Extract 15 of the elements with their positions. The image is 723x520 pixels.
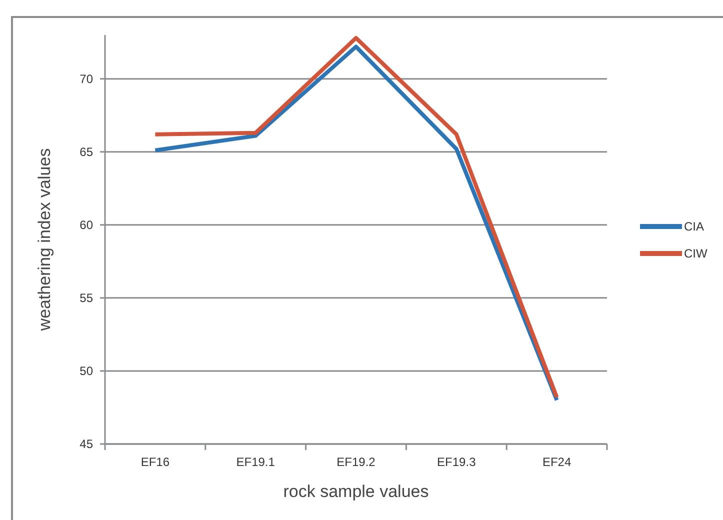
y-tick-label: 45: [80, 437, 94, 452]
legend-label: CIW: [684, 246, 708, 261]
x-tick-label: EF19.1: [236, 455, 276, 469]
y-tick-label: 55: [80, 291, 94, 306]
y-tick-label: 60: [80, 218, 94, 232]
y-axis-title: weathering index values: [35, 148, 54, 332]
x-tick-label: EF24: [542, 455, 572, 469]
y-tick-label: 50: [80, 364, 94, 378]
x-tick-label: EF19.3: [437, 455, 476, 469]
x-tick-label: EF16: [140, 455, 170, 469]
legend-label: CIA: [684, 220, 704, 234]
x-axis-title: rock sample values: [283, 482, 429, 501]
y-tick-label: 70: [80, 72, 94, 86]
y-tick-label: 65: [80, 145, 94, 160]
x-tick-label: EF19.2: [336, 455, 376, 469]
